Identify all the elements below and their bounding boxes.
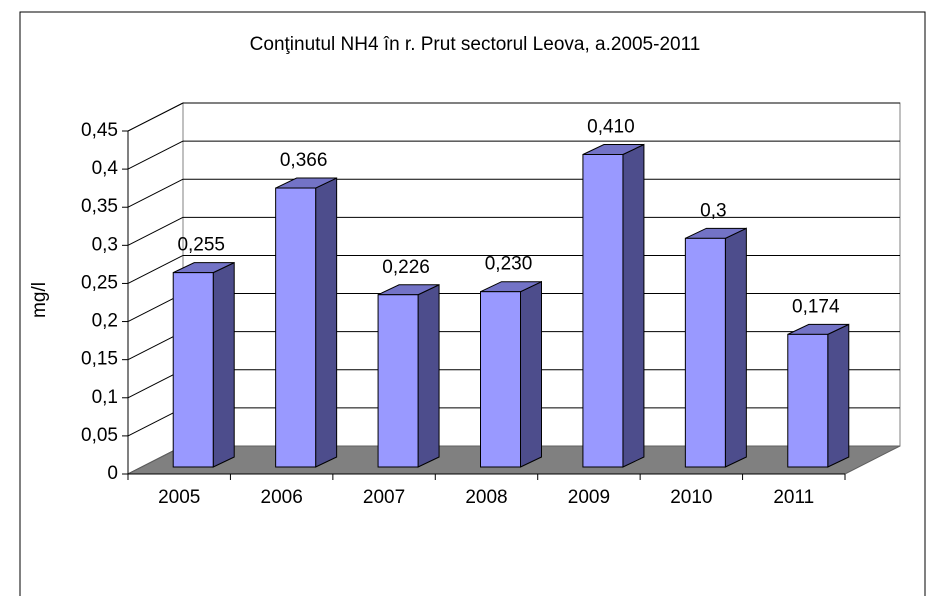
x-tick-label: 2005: [158, 487, 200, 508]
y-tick-label: 0,45: [81, 120, 118, 141]
bar: [582, 153, 624, 468]
value-label: 0,255: [177, 235, 225, 256]
bar: [275, 187, 317, 468]
x-tick-label: 2006: [261, 487, 303, 508]
grid-line: [127, 140, 184, 170]
y-tick-label: 0,15: [81, 349, 118, 370]
x-tick-label: 2008: [465, 487, 507, 508]
y-tick-label: 0,35: [81, 196, 118, 217]
x-tick-label: 2010: [670, 487, 712, 508]
y-tick-label: 0,05: [81, 425, 118, 446]
value-label: 0,174: [792, 296, 840, 317]
bar-side: [520, 280, 542, 468]
grid-line: [127, 254, 184, 284]
y-axis-label: mg/l: [29, 282, 50, 318]
y-tick-label: 0,25: [81, 272, 118, 293]
bar-side: [315, 177, 338, 468]
bar: [377, 294, 419, 468]
x-tick-label: 2011: [773, 487, 814, 508]
y-tick-label: 0,2: [92, 311, 118, 332]
bar: [787, 333, 829, 468]
bar-side: [827, 323, 850, 468]
y-tick-label: 0,1: [92, 387, 118, 408]
bar: [480, 291, 521, 468]
grid-line: [127, 102, 184, 132]
grid-line: [127, 216, 184, 246]
bar-side: [212, 261, 235, 468]
grid-line: [127, 178, 184, 208]
value-label: 0,410: [587, 117, 635, 138]
bar: [684, 237, 726, 468]
x-tick-label: 2009: [568, 487, 610, 508]
y-tick-label: 0,3: [92, 234, 118, 255]
value-label: 0,3: [700, 200, 726, 221]
x-tick-label: 2007: [363, 487, 405, 508]
bar-side: [417, 283, 440, 468]
bar: [172, 272, 214, 468]
value-label: 0,230: [485, 254, 533, 275]
bar-side: [622, 143, 645, 468]
bar-side: [724, 227, 747, 468]
chart-title: Conţinutul NH4 în r. Prut sectorul Leova…: [250, 34, 701, 55]
value-label: 0,366: [280, 150, 328, 171]
y-tick-label: 0: [107, 463, 118, 484]
value-label: 0,226: [382, 257, 430, 278]
y-tick-label: 0,4: [92, 158, 119, 179]
